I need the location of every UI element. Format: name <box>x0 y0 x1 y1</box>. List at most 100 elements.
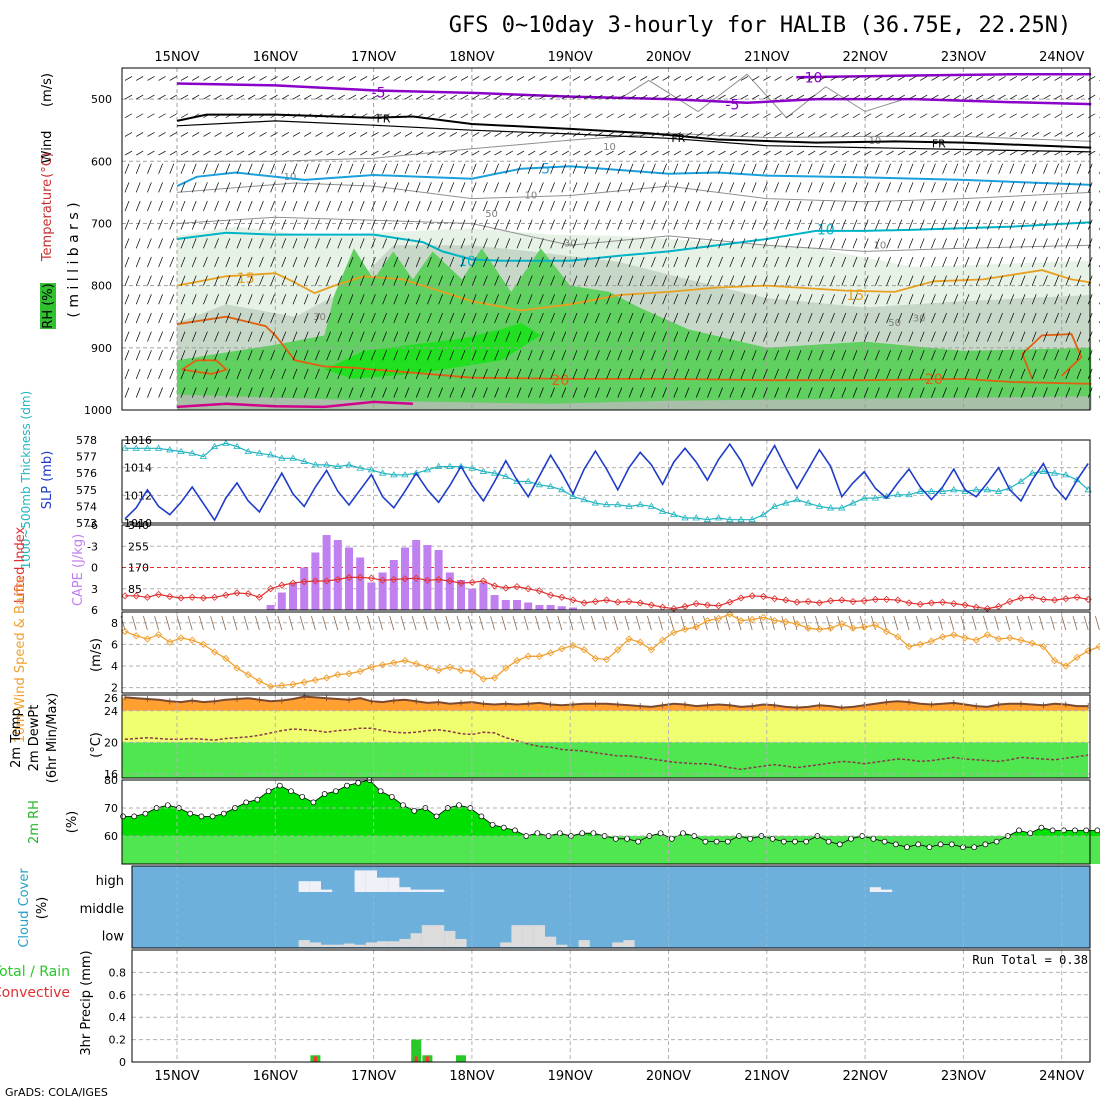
wind-barb <box>919 163 925 174</box>
wind-speed-point <box>759 613 768 622</box>
wind-barb <box>505 200 511 212</box>
wind-barb <box>774 113 782 119</box>
wind-barb <box>628 294 634 305</box>
rh2m-point <box>164 802 171 809</box>
wind-barb <box>270 200 275 212</box>
wind-barb <box>863 312 869 324</box>
wind-barb <box>303 294 309 305</box>
wind-barb <box>785 94 793 100</box>
wind-barb <box>371 256 376 268</box>
cloud-low-bar <box>354 944 366 947</box>
rh2m-point <box>635 838 642 845</box>
wind-barb <box>303 219 309 230</box>
wind-barb <box>359 163 365 174</box>
wind-barb <box>830 200 835 212</box>
wind-barb <box>852 312 858 324</box>
wind-barb <box>740 350 746 361</box>
cape-bar <box>333 540 342 610</box>
wind-barb <box>483 150 491 156</box>
wind-barb <box>1020 76 1029 81</box>
wind-barb <box>886 150 894 156</box>
lifted-index-point <box>815 599 823 607</box>
rh2m-point <box>265 788 272 795</box>
wind-barb <box>427 331 432 342</box>
wind-barb <box>550 256 555 268</box>
wind-barb <box>550 350 555 361</box>
wind-barb <box>371 275 376 286</box>
surface-wind-barb <box>255 615 260 631</box>
wind-barb <box>348 163 354 174</box>
wind-barb <box>841 76 849 81</box>
wind-barb <box>449 163 455 174</box>
thickness-point <box>905 491 913 498</box>
rh-contour <box>619 73 905 119</box>
wind-barb <box>606 132 614 137</box>
wind-barb <box>404 150 413 156</box>
wind-barb <box>796 294 802 305</box>
wind-barb <box>135 275 141 286</box>
wind-barb <box>964 182 970 193</box>
rh2m-point <box>1016 827 1022 834</box>
wind-barb <box>539 200 544 212</box>
wind-barb <box>158 350 163 361</box>
wind-speed-point <box>871 621 880 629</box>
wind-barb <box>1043 163 1048 174</box>
thickness-point <box>378 469 387 476</box>
wind-barb <box>225 132 233 137</box>
wind-barb <box>225 387 231 398</box>
wind-barb <box>550 275 555 286</box>
wind-barb <box>875 150 883 156</box>
wind-barb <box>908 182 914 193</box>
surface-wind-barb <box>591 615 596 631</box>
wind-barb <box>371 182 376 193</box>
wind-barb <box>1009 387 1015 398</box>
wind-barb <box>169 275 175 286</box>
wind-barb <box>651 219 656 230</box>
wind-barb <box>124 76 133 81</box>
wind-barb <box>886 312 891 324</box>
wind-barb <box>416 94 424 100</box>
wind-speed-point <box>1050 656 1059 665</box>
wind-barb <box>639 219 645 230</box>
wind-barb <box>617 219 623 230</box>
rh2m-point <box>400 802 406 809</box>
rh2m-point <box>993 838 1000 845</box>
lifted-index-point <box>715 602 723 610</box>
wind-barb <box>1009 200 1015 212</box>
wind-barb <box>449 387 455 398</box>
wind-barb <box>830 163 835 174</box>
wind-barb <box>527 275 533 286</box>
wind-barb <box>158 238 163 249</box>
wind-barb <box>1076 275 1082 286</box>
wind-barb <box>460 182 466 193</box>
wind-barb <box>136 76 144 81</box>
wind-barb <box>684 275 690 286</box>
wind-barb <box>964 387 970 398</box>
wind-barb <box>337 182 343 193</box>
wind-barb <box>987 76 995 81</box>
wind-barb <box>471 256 477 268</box>
wind-barb <box>315 163 320 174</box>
wind-barb <box>1031 182 1037 193</box>
wind-barb <box>785 163 791 174</box>
wind-barb <box>494 294 499 305</box>
wind-barb <box>247 294 253 305</box>
wind-barb <box>920 76 928 81</box>
wind-barb <box>830 387 835 398</box>
wind-barb <box>192 150 200 156</box>
wind-barb <box>1031 294 1037 305</box>
wind-barb <box>852 219 858 230</box>
wind-barb <box>975 294 981 305</box>
wind-speed-point <box>1017 636 1025 644</box>
wind-barb <box>371 312 376 324</box>
wind-barb <box>180 182 186 193</box>
surface-wind-barb <box>389 615 395 631</box>
rh-shade-bright <box>324 322 541 379</box>
wind-barb <box>303 331 309 342</box>
wind-barb <box>147 163 152 174</box>
wind-barb <box>752 76 760 81</box>
rh2m-point <box>198 813 205 820</box>
wind-barb <box>550 219 555 230</box>
cloud-low-bar <box>522 925 534 947</box>
lifted-index-point <box>513 583 521 591</box>
